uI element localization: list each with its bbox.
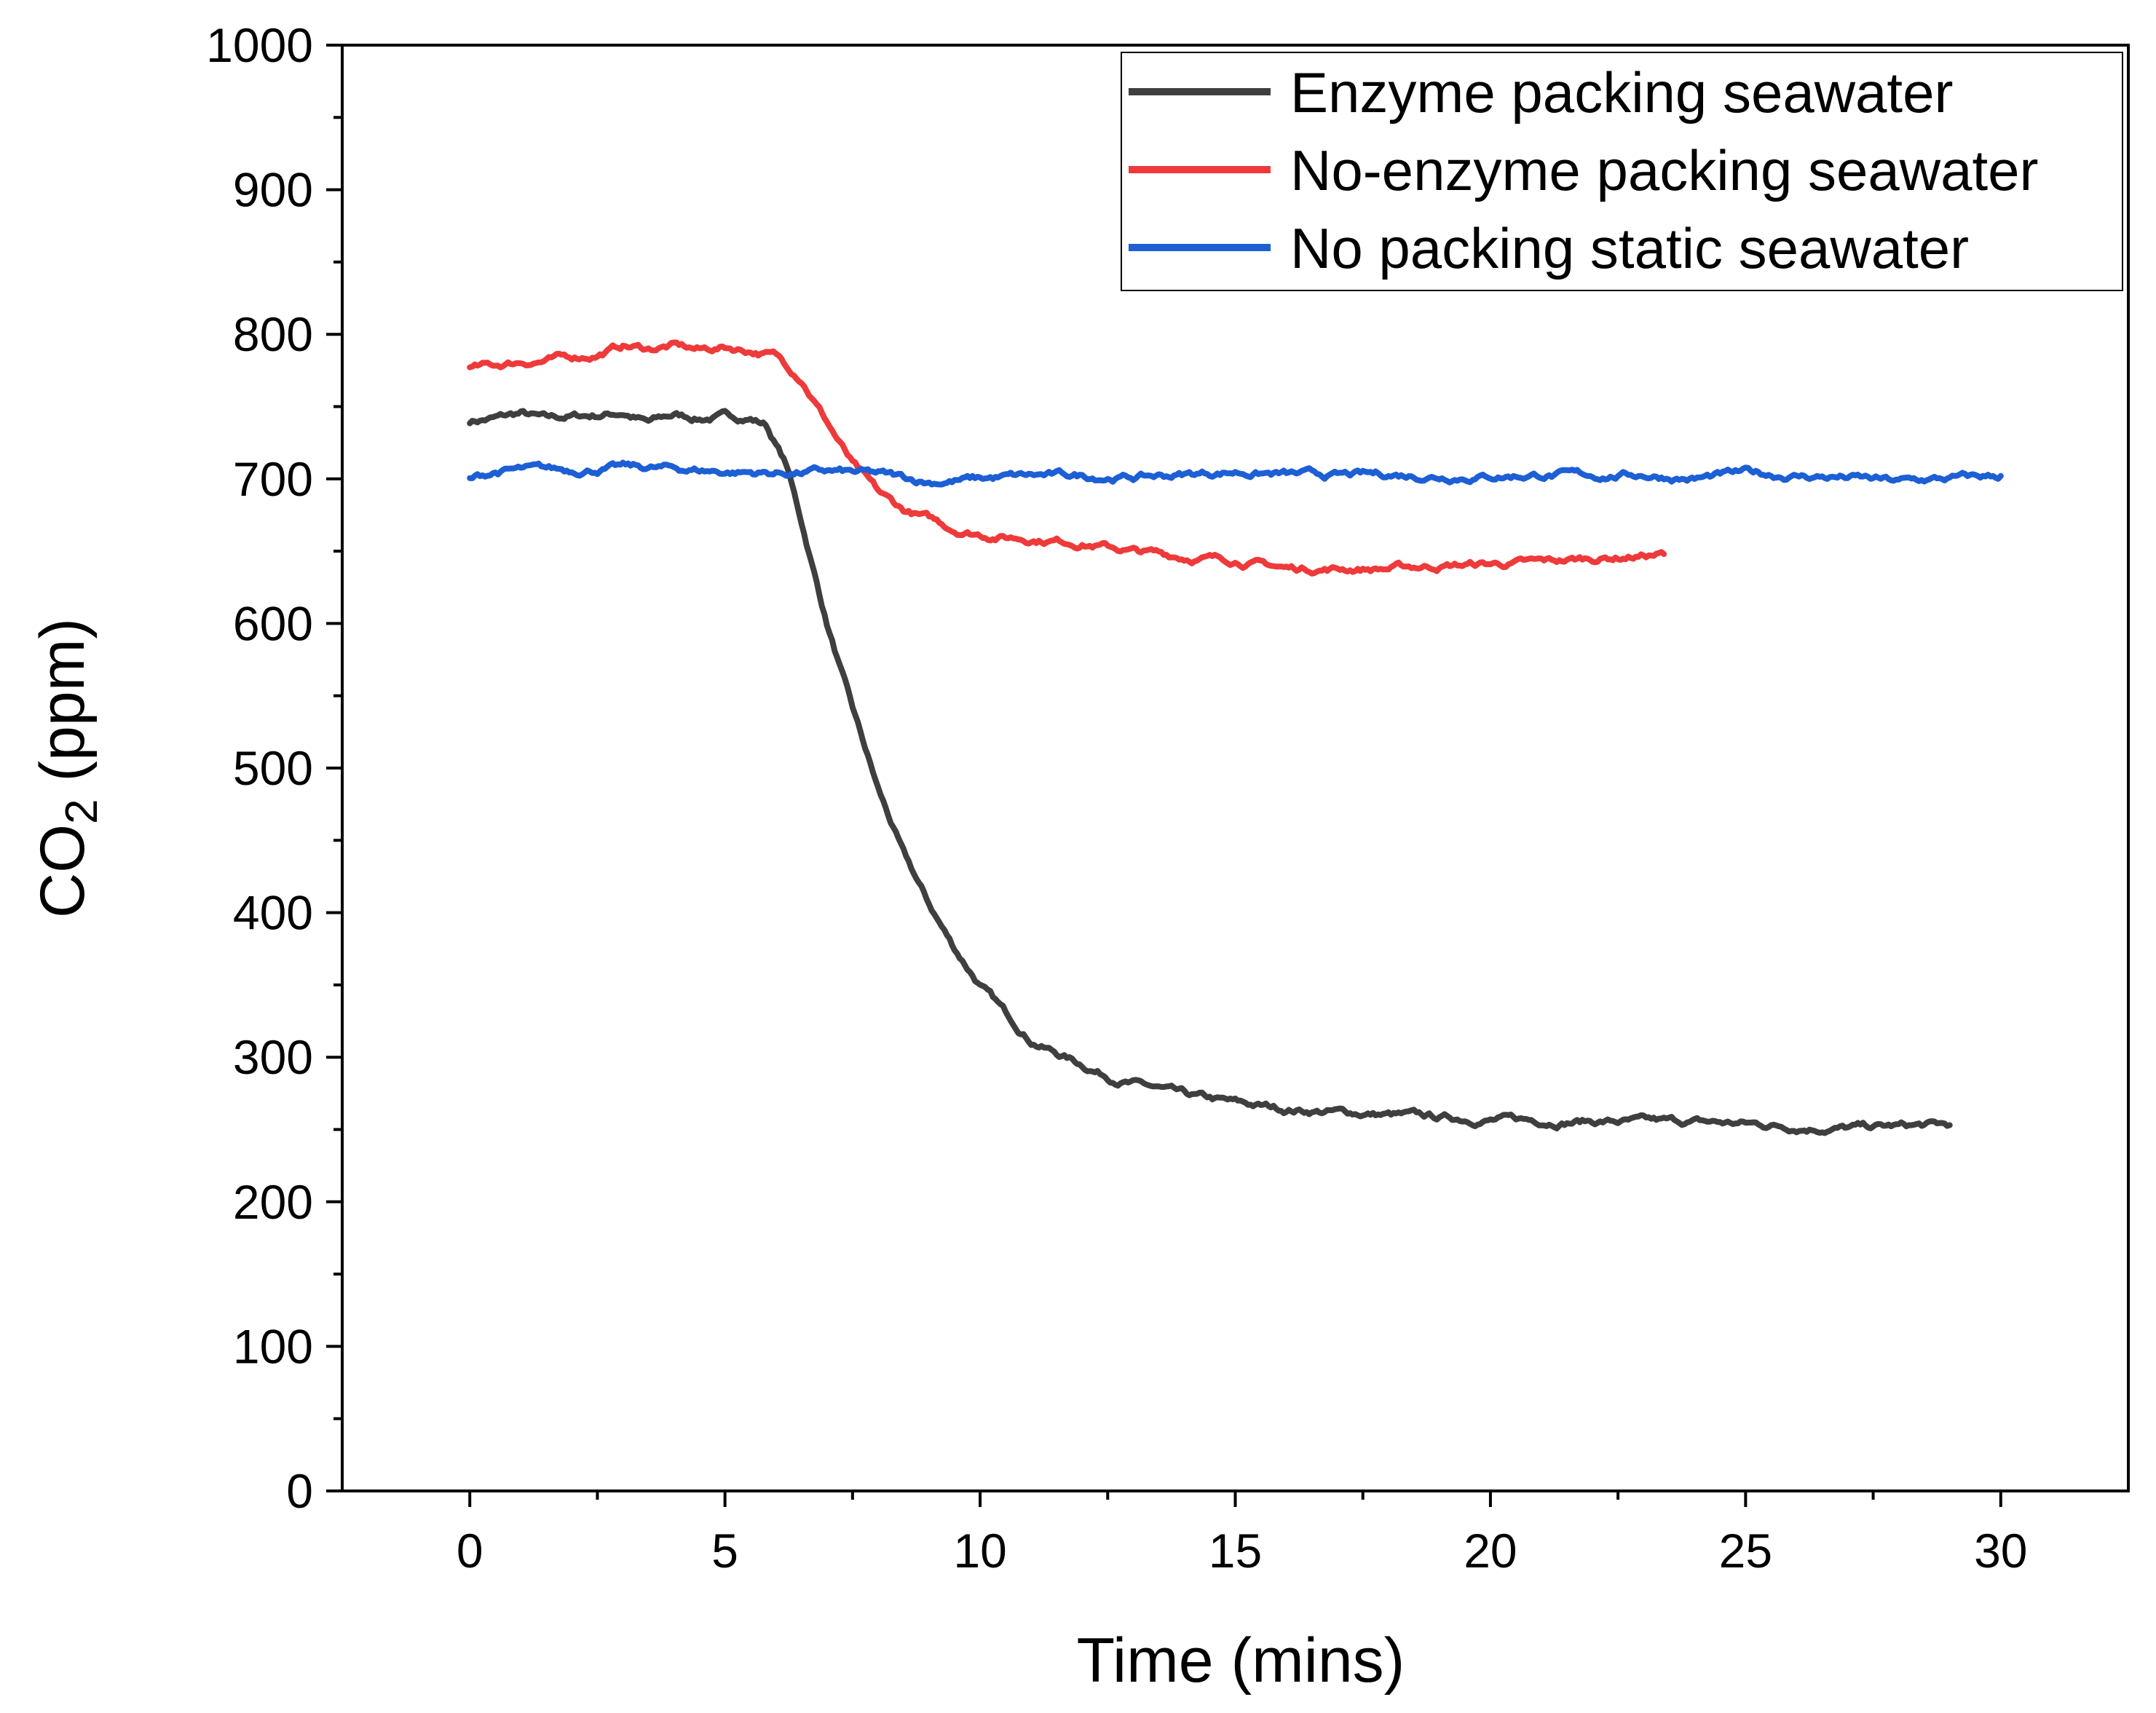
x-tick-label: 30 xyxy=(1974,1524,2027,1578)
x-tick-label: 0 xyxy=(457,1524,483,1578)
legend-label-no-enzyme: No-enzyme packing seawater xyxy=(1290,138,2038,202)
y-tick-label: 200 xyxy=(233,1175,313,1229)
x-tick-label: 15 xyxy=(1209,1524,1262,1578)
y-tick-label: 700 xyxy=(233,452,313,506)
y-tick-label: 500 xyxy=(233,741,313,795)
legend: Enzyme packing seawater No-enzyme packin… xyxy=(1121,52,2123,291)
x-tick-label: 20 xyxy=(1464,1524,1517,1578)
series-line-enzyme xyxy=(467,408,1953,1136)
legend-label-no-packing: No packing static seawater xyxy=(1290,216,1969,280)
y-axis-title-unit: (ppm) xyxy=(28,618,98,799)
y-tick-label: 0 xyxy=(286,1464,313,1518)
y-tick-label: 600 xyxy=(233,596,313,650)
y-tick-label: 100 xyxy=(233,1319,313,1373)
y-axis-ticks: 0 100 200 300 400 500 600 700 800 900 1000 xyxy=(206,18,342,1518)
y-axis-title: CO2 (ppm) xyxy=(28,618,107,918)
series-line-no-packing xyxy=(467,459,2004,488)
y-tick-label: 300 xyxy=(233,1030,313,1084)
y-axis-title-main: CO xyxy=(28,824,98,918)
x-tick-label: 5 xyxy=(711,1524,738,1578)
y-axis-title-subscript: 2 xyxy=(57,799,107,823)
x-axis-title: Time (mins) xyxy=(1077,1626,1405,1696)
series-line-no-enzyme xyxy=(467,339,1667,577)
legend-label-enzyme: Enzyme packing seawater xyxy=(1290,60,1953,124)
x-tick-label: 25 xyxy=(1719,1524,1772,1578)
legend-box xyxy=(1121,52,2123,291)
x-tick-label: 10 xyxy=(953,1524,1006,1578)
y-tick-label: 400 xyxy=(233,886,313,940)
y-tick-label: 900 xyxy=(233,163,313,217)
series-layer xyxy=(467,339,2004,1136)
y-tick-label: 1000 xyxy=(206,18,313,72)
x-axis-ticks: 0 5 10 15 20 25 30 xyxy=(457,1491,2027,1578)
y-tick-label: 800 xyxy=(233,307,313,361)
